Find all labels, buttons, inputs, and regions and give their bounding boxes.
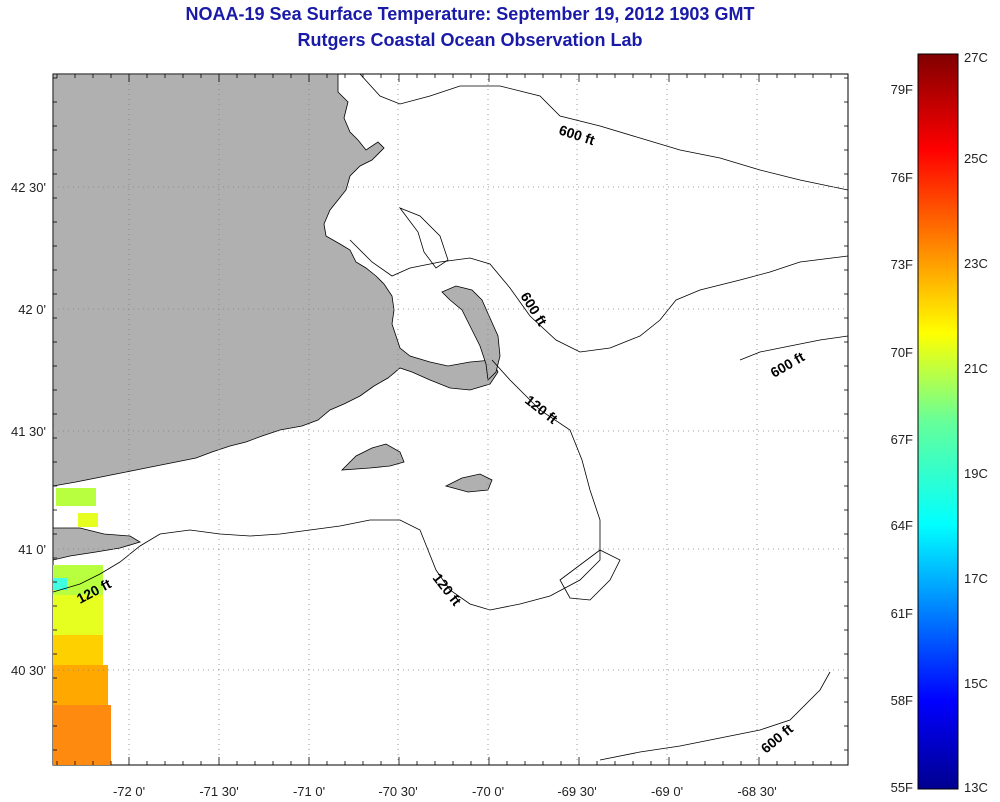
colorbar-c-label: 27C [964, 50, 988, 65]
map-title: NOAA-19 Sea Surface Temperature: Septemb… [185, 4, 755, 24]
colorbar-f-label: 73F [891, 257, 913, 272]
colorbar-c-label: 15C [964, 676, 988, 691]
lat-tick-label: 41 0' [18, 542, 46, 557]
lat-tick-label: 40 30' [11, 663, 46, 678]
map-subtitle: Rutgers Coastal Ocean Observation Lab [297, 30, 643, 50]
graticule [53, 74, 848, 765]
colorbar-f-label: 79F [891, 82, 913, 97]
land-mainland [53, 74, 499, 487]
colorbar-c-labels: 27C 25C 23C 21C 19C 17C 15C 13C [964, 50, 988, 795]
colorbar-c-label: 13C [964, 780, 988, 795]
lon-tick-label: -71 0' [293, 784, 325, 799]
lat-tick-label: 41 30' [11, 424, 46, 439]
lon-tick-label: -70 30' [378, 784, 417, 799]
colorbar-f-label: 55F [891, 780, 913, 795]
lon-tick-label: -69 0' [651, 784, 683, 799]
colorbar-f-label: 58F [891, 693, 913, 708]
lon-tick-label: -71 30' [199, 784, 238, 799]
land-nantucket [444, 473, 493, 493]
colorbar-f-labels: 79F 76F 73F 70F 67F 64F 61F 58F 55F [891, 82, 913, 795]
colorbar-f-label: 67F [891, 432, 913, 447]
depth-contours [53, 74, 848, 761]
land-marthas-vineyard [340, 443, 405, 471]
colorbar-c-label: 19C [964, 466, 988, 481]
colorbar-c-label: 25C [964, 151, 988, 166]
lat-tick-label: 42 30' [11, 180, 46, 195]
lat-axis-labels: 42 30' 42 0' 41 30' 41 0' 40 30' [11, 180, 46, 678]
colorbar-f-label: 64F [891, 518, 913, 533]
lon-tick-label: -69 30' [557, 784, 596, 799]
colorbar [917, 53, 959, 790]
sst-swath [53, 488, 111, 765]
lon-tick-label: -72 0' [113, 784, 145, 799]
colorbar-c-label: 17C [964, 571, 988, 586]
colorbar-c-label: 21C [964, 361, 988, 376]
land-cape-cod [441, 285, 501, 381]
lon-tick-label: -68 30' [737, 784, 776, 799]
land-long-island [53, 527, 141, 561]
colorbar-f-label: 70F [891, 345, 913, 360]
frame-ticks [53, 74, 848, 765]
lon-tick-label: -70 0' [472, 784, 504, 799]
lat-tick-label: 42 0' [18, 302, 46, 317]
colorbar-f-label: 76F [891, 170, 913, 185]
colorbar-c-label: 23C [964, 256, 988, 271]
colorbar-f-label: 61F [891, 606, 913, 621]
lon-axis-labels: -72 0' -71 30' -71 0' -70 30' -70 0' -69… [113, 784, 777, 799]
